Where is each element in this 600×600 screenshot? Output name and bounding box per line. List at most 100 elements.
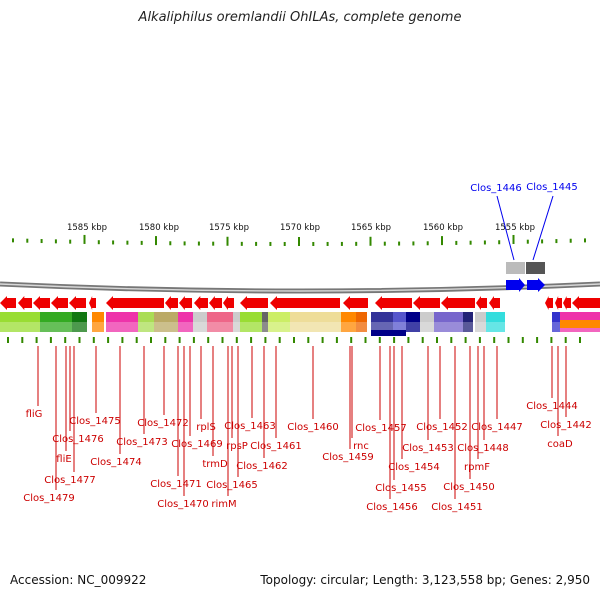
gene-label: Clos_1442 [540,420,592,431]
function-block-lower [371,322,393,332]
accession-text: Accession: NC_009922 [10,573,147,587]
scale-tick [398,241,401,246]
function-block-lower [434,322,463,332]
function-block-lower [72,322,87,332]
gene-label: Clos_1471 [150,479,202,490]
function-block-lower [393,322,406,332]
scale-ruler: 1585 kbp 1580 kbp 1575 kbp 1570 kbp 1565 kbp… [12,223,586,246]
function-block [193,312,207,322]
function-block-lower [420,322,434,332]
gene-arrow [270,296,340,310]
scale-tick [541,239,544,244]
scale-tick [140,240,143,245]
scale-tick [240,241,243,246]
gene-arrow [89,296,96,310]
scale-label: 1585 kbp [67,223,107,233]
gene-arrow [0,296,16,310]
scale-label: 1580 kbp [139,223,179,233]
genome-title: Alkaliphilus oremlandii OhILAs, complete… [138,10,462,25]
gene-tick [478,337,481,343]
function-block [463,312,473,322]
function-block [40,312,72,322]
scale-tick [526,239,529,244]
gene-label: rpmF [464,462,490,473]
gene-label: Clos_1450 [443,482,495,493]
function-block [240,312,262,322]
gene-tick [207,337,210,343]
highlight-gene-label: Clos_1446 [470,183,522,194]
function-block [406,312,420,322]
scale-tick [226,236,229,246]
gene-label: coaD [547,439,573,450]
function-block [393,312,406,322]
function-block [0,312,40,322]
gene-tick [21,337,24,343]
gene-tick [378,337,381,343]
gene-tick [64,337,67,343]
function-block [106,312,138,322]
function-block [72,312,87,322]
gene-tick [407,337,410,343]
function-block [560,320,600,328]
gene-tick [579,337,581,343]
gene-label: Clos_1472 [137,418,189,429]
highlighted-genes: Clos_1446 Clos_1445 [470,182,578,292]
gene-label: rplS [196,422,216,433]
gene-label: Clos_1470 [157,499,209,510]
scale-tick [584,238,586,243]
function-block-lower [240,322,262,332]
function-block [560,312,570,322]
scale-label: 1570 kbp [280,223,320,233]
gene-tick [321,337,324,343]
scale-tick [569,238,572,243]
function-block-lower [406,322,420,332]
highlight-gene-leader [496,195,515,261]
function-block-lower [0,322,40,332]
scale-label: 1555 kbp [495,223,535,233]
gene-arrow [545,296,553,310]
gene-tick [250,337,253,343]
gene-label: Clos_1456 [366,502,418,513]
function-block-lower [193,322,207,332]
function-block-lower [268,322,290,332]
gene-tick [421,337,424,343]
scale-label: 1575 kbp [209,223,249,233]
gene-tick [78,337,81,343]
highlight-gene-leader [532,195,554,261]
gene-label: Clos_1475 [69,416,121,427]
gene-label: Clos_1453 [402,443,454,454]
function-block [486,312,505,322]
scale-tick [298,236,300,246]
gene-label: rnc [353,441,369,452]
function-block-lower [154,322,178,332]
gene-arrow [240,296,268,310]
gene-label: Clos_1477 [44,475,96,486]
gene-arrow [413,296,440,310]
gene-tick [350,337,353,343]
gene-tick [135,337,138,343]
function-block-lower [341,322,356,332]
scale-tick [469,240,472,245]
gene-arrow [476,296,487,310]
gene-label: fliE [56,454,71,465]
gene-tick [192,337,195,343]
gene-tick [335,337,338,343]
gene-tick [235,337,238,343]
scale-tick [269,241,272,246]
function-block [356,312,367,322]
gene-tick [493,337,496,343]
scale-tick [155,236,157,246]
gene-label: Clos_1457 [355,423,407,434]
gene-arrow [343,296,368,310]
gene-label: Clos_1452 [416,422,468,433]
scale-tick [197,241,200,246]
gene-arrow [194,296,208,310]
scale-tick [54,239,57,244]
scale-tick [326,241,329,246]
gene-label: Clos_1444 [526,401,578,412]
gene-tick [307,337,310,343]
scale-tick [498,240,501,245]
gene-arrow [18,296,32,310]
function-block [341,312,356,322]
